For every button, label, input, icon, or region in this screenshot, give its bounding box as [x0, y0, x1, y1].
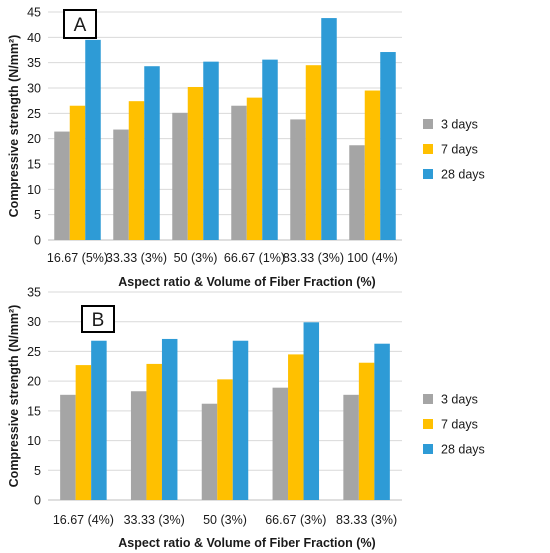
x-tick-label: 100 (4%): [347, 251, 398, 265]
bar-7-days: [305, 65, 322, 240]
y-tick-label: 15: [27, 404, 41, 418]
x-tick-label: 33.33 (3%): [124, 513, 185, 527]
bar-7-days: [146, 363, 162, 500]
x-axis-title: Aspect ratio & Volume of Fiber Fraction …: [118, 536, 375, 550]
bar-3-days: [172, 112, 188, 240]
y-tick-label: 30: [27, 315, 41, 329]
bar-28-days: [374, 343, 390, 500]
y-tick-label: 25: [27, 107, 41, 121]
bar-28-days: [85, 39, 101, 240]
y-tick-label: 10: [27, 183, 41, 197]
bar-3-days: [113, 129, 129, 240]
bar-7-days: [128, 101, 145, 240]
bar-28-days: [144, 66, 160, 240]
y-tick-label: 10: [27, 434, 41, 448]
legend-swatch: [423, 144, 433, 154]
x-tick-label: 16.67 (4%): [53, 513, 114, 527]
bar-7-days: [69, 105, 86, 240]
legend-label: 28 days: [441, 168, 485, 182]
bar-3-days: [54, 131, 70, 240]
y-tick-label: 40: [27, 31, 41, 45]
y-axis-title: Compressive strength (N/mm²): [7, 305, 21, 488]
y-tick-label: 15: [27, 158, 41, 172]
legend-label: 7 days: [441, 418, 478, 432]
bar-7-days: [358, 362, 375, 500]
y-tick-label: 20: [27, 132, 41, 146]
legend-label: 7 days: [441, 143, 478, 157]
legend-swatch: [423, 444, 433, 454]
bar-7-days: [246, 97, 263, 240]
y-tick-label: 25: [27, 345, 41, 359]
x-tick-label: 66.67 (3%): [265, 513, 326, 527]
legend-label: 3 days: [441, 393, 478, 407]
bar-28-days: [203, 61, 219, 240]
y-tick-label: 0: [34, 234, 41, 248]
bar-3-days: [130, 391, 147, 500]
legend-label: 3 days: [441, 118, 478, 132]
legend: 3 days 7 days 28 days: [423, 118, 485, 182]
x-tick-label: 33.33 (3%): [106, 251, 167, 265]
bar-28-days: [91, 340, 107, 500]
bar-28-days: [161, 338, 178, 500]
y-tick-label: 5: [34, 464, 41, 478]
y-tick-label: 0: [34, 494, 41, 508]
legend-swatch: [423, 419, 433, 429]
bar-3-days: [343, 394, 359, 500]
bar-3-days: [231, 105, 247, 240]
chart-panel-b: 0 5 10 15 20 25 30 35 16.67 (4%) 33.33 (3%) 50 (3%…: [7, 286, 485, 551]
bar-7-days: [187, 86, 204, 240]
x-tick-label: 66.67 (1%): [224, 251, 285, 265]
bar-28-days: [303, 322, 320, 500]
y-tick-label: 5: [34, 208, 41, 222]
x-tick-label: 50 (3%): [203, 513, 247, 527]
bar-28-days: [321, 18, 337, 240]
chart-panel-a: 0 5 10 15 20 25 30 35 40 45 16.67 (5%)33.33 (3%) 50…: [7, 6, 485, 290]
bar-28-days: [380, 52, 396, 240]
x-tick-label: 83.33 (3%): [283, 251, 344, 265]
bar-3-days: [272, 387, 289, 500]
x-tick-label: 50 (3%): [174, 251, 218, 265]
bar-7-days: [217, 379, 233, 500]
bar-3-days: [201, 403, 218, 500]
x-tick-label: 16.67 (5%): [47, 251, 108, 265]
legend-swatch: [423, 394, 433, 404]
y-tick-label: 45: [27, 6, 41, 20]
y-tick-label: 35: [27, 56, 41, 70]
panel-label: A: [74, 15, 87, 36]
y-tick-label: 20: [27, 375, 41, 389]
legend: 3 days 7 days 28 days: [423, 393, 485, 457]
bar-7-days: [288, 354, 304, 500]
y-tick-label: 30: [27, 82, 41, 96]
legend-label: 28 days: [441, 443, 485, 457]
y-tick-label: 35: [27, 286, 41, 300]
legend-swatch: [423, 169, 433, 179]
x-axis-title: Aspect ratio & Volume of Fiber Fraction …: [118, 275, 375, 289]
bar-3-days: [60, 394, 76, 500]
panel-label-box: [63, 9, 97, 39]
x-tick-label: 83.33 (3%): [336, 513, 397, 527]
legend-swatch: [423, 119, 433, 129]
y-axis-title: Compressive strength (N/mm²): [7, 35, 21, 218]
panel-label: B: [92, 310, 105, 331]
bar-3-days: [349, 145, 365, 240]
bar-7-days: [364, 90, 381, 241]
bar-3-days: [290, 119, 306, 240]
bar-28-days: [262, 59, 278, 241]
bar-7-days: [75, 365, 92, 500]
bar-28-days: [232, 340, 249, 500]
panel-label-box: [81, 305, 115, 333]
